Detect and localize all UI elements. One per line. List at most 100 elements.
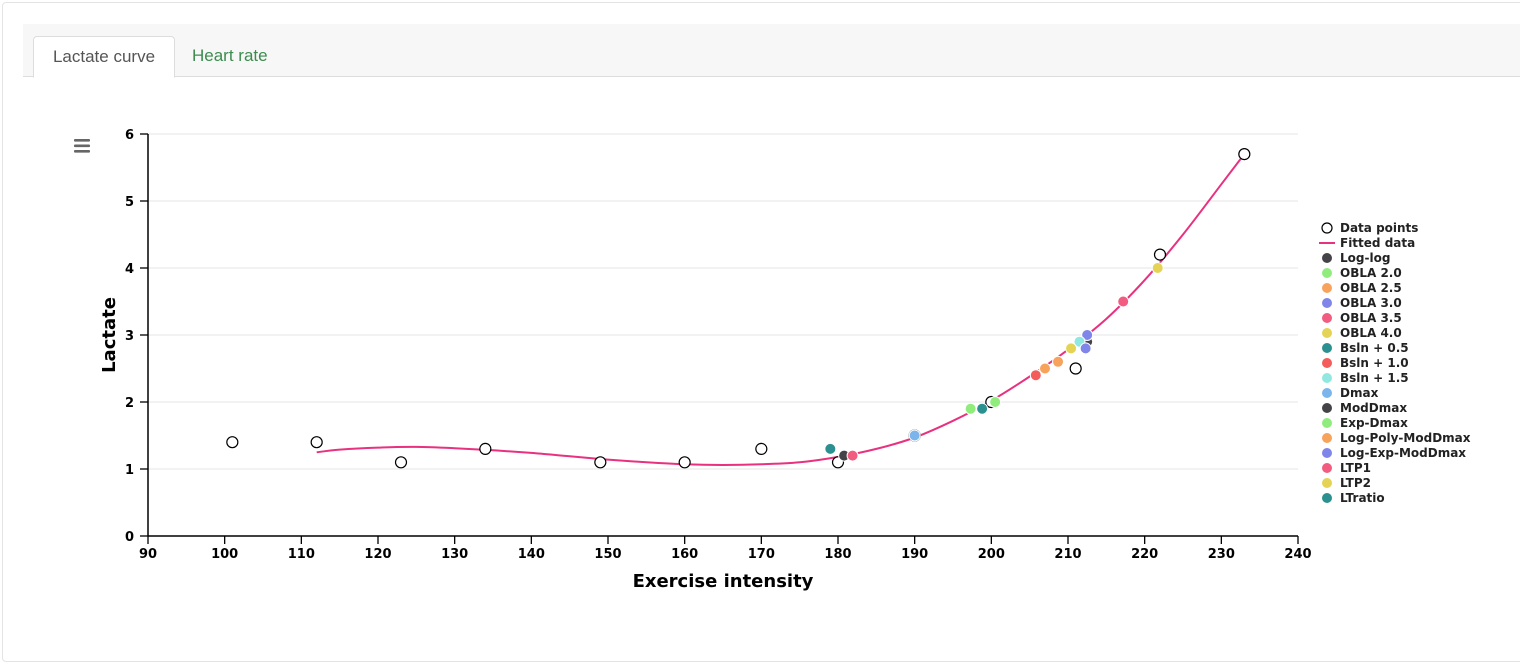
tab-heart-rate[interactable]: Heart rate: [192, 46, 268, 65]
legend-label: Log-log: [1340, 251, 1390, 265]
x-tick-label: 240: [1284, 547, 1311, 562]
x-tick-label: 180: [824, 547, 851, 562]
legend-item[interactable]: Fitted data: [1319, 236, 1415, 250]
legend-item[interactable]: Bsln + 1.5: [1322, 371, 1409, 385]
legend-label: LTP1: [1340, 461, 1371, 475]
threshold-point[interactable]: [976, 402, 989, 415]
legend-symbol: [1322, 343, 1332, 353]
legend-symbol: [1322, 403, 1332, 413]
legend-symbol: [1322, 418, 1332, 428]
legend-symbol: [1322, 493, 1332, 503]
legend-item[interactable]: Exp-Dmax: [1322, 416, 1408, 430]
threshold-point[interactable]: [1039, 362, 1051, 375]
legend-symbol: [1322, 268, 1332, 278]
threshold-point[interactable]: [989, 396, 1002, 408]
y-tick-label: 2: [125, 396, 134, 411]
legend-label: Log-Exp-ModDmax: [1340, 446, 1466, 460]
legend-symbol: [1322, 328, 1332, 338]
legend-symbol: [1322, 478, 1332, 488]
threshold-point[interactable]: [1117, 295, 1130, 308]
threshold-point[interactable]: [1079, 342, 1092, 355]
threshold-point[interactable]: [1029, 369, 1042, 382]
legend-symbol: [1321, 222, 1333, 234]
x-tick-label: 210: [1054, 547, 1081, 562]
legend-label: OBLA 3.0: [1340, 296, 1402, 310]
x-tick-label: 170: [748, 547, 775, 562]
data-point[interactable]: [1238, 148, 1251, 161]
data-point[interactable]: [1153, 248, 1167, 261]
data-point[interactable]: [310, 436, 323, 449]
data-point[interactable]: [394, 456, 408, 469]
legend-label: Data points: [1340, 221, 1418, 235]
legend-item[interactable]: LTP1: [1322, 461, 1371, 475]
legend-item[interactable]: Data points: [1321, 221, 1418, 235]
legend-symbol: [1322, 433, 1332, 443]
data-point[interactable]: [1069, 362, 1082, 375]
tab-lactate-curve[interactable]: Lactate curve: [33, 36, 175, 78]
legend-label: Bsln + 1.0: [1340, 356, 1409, 370]
x-tick-label: 100: [211, 547, 238, 562]
legend-symbol: [1322, 358, 1332, 368]
legend-symbol: [1322, 298, 1332, 308]
data-point[interactable]: [678, 456, 691, 469]
legend-item[interactable]: Bsln + 1.0: [1322, 356, 1409, 370]
legend-item[interactable]: Bsln + 0.5: [1322, 341, 1409, 355]
threshold-point[interactable]: [1065, 342, 1078, 355]
legend-item[interactable]: LTP2: [1322, 476, 1371, 490]
legend-item[interactable]: OBLA 2.5: [1322, 281, 1402, 295]
x-tick-label: 220: [1131, 547, 1158, 562]
x-tick-label: 150: [594, 547, 621, 562]
legend-label: OBLA 3.5: [1340, 311, 1402, 325]
data-point[interactable]: [755, 442, 768, 455]
legend-item[interactable]: LTratio: [1322, 491, 1385, 505]
legend-label: Exp-Dmax: [1340, 416, 1408, 430]
legend-label: Fitted data: [1340, 236, 1415, 250]
legend-label: OBLA 2.5: [1340, 281, 1402, 295]
legend-symbol: [1322, 448, 1332, 458]
legend-label: OBLA 2.0: [1340, 266, 1402, 280]
y-tick-label: 6: [125, 128, 134, 143]
menu-icon[interactable]: [70, 134, 96, 158]
data-point[interactable]: [479, 442, 492, 455]
data-point[interactable]: [594, 456, 607, 469]
legend-item[interactable]: Dmax: [1322, 386, 1379, 400]
legend-symbol: [1322, 313, 1332, 323]
threshold-point[interactable]: [964, 402, 977, 415]
x-tick-label: 190: [901, 547, 928, 562]
legend-symbol: [1322, 463, 1332, 473]
legend-label: Bsln + 1.5: [1340, 371, 1409, 385]
threshold-point[interactable]: [846, 449, 859, 462]
legend-item[interactable]: Log-Exp-ModDmax: [1322, 446, 1466, 460]
legend-item[interactable]: OBLA 3.0: [1322, 296, 1402, 310]
legend-item[interactable]: ModDmax: [1322, 401, 1407, 415]
y-tick-label: 4: [125, 262, 134, 277]
legend-symbol: [1322, 373, 1332, 383]
legend-item[interactable]: OBLA 3.5: [1322, 311, 1402, 325]
y-tick-label: 1: [125, 463, 134, 478]
tab-bar: Lactate curve Heart rate: [23, 24, 1520, 78]
legend-label: OBLA 4.0: [1340, 326, 1402, 340]
legend-label: ModDmax: [1340, 401, 1407, 415]
legend-label: Dmax: [1340, 386, 1379, 400]
threshold-point[interactable]: [824, 442, 837, 455]
data-point[interactable]: [226, 436, 239, 449]
x-tick-label: 140: [518, 547, 545, 562]
threshold-point[interactable]: [908, 429, 921, 442]
legend-item[interactable]: OBLA 4.0: [1322, 326, 1402, 340]
threshold-point[interactable]: [1052, 355, 1065, 368]
threshold-point[interactable]: [1151, 262, 1164, 274]
threshold-point[interactable]: [1081, 329, 1094, 341]
fitted-data-line: [316, 153, 1246, 467]
legend-label: Log-Poly-ModDmax: [1340, 431, 1471, 445]
x-tick-label: 130: [441, 547, 468, 562]
x-tick-label: 160: [671, 547, 698, 562]
legend-label: LTP2: [1340, 476, 1371, 490]
legend-item[interactable]: OBLA 2.0: [1322, 266, 1402, 280]
y-axis-title: Lactate: [99, 297, 120, 373]
y-tick-label: 0: [125, 530, 134, 545]
legend-item[interactable]: Log-log: [1322, 251, 1390, 265]
legend-item[interactable]: Log-Poly-ModDmax: [1322, 431, 1471, 445]
legend-symbol: [1322, 283, 1332, 293]
y-tick-label: 5: [125, 195, 134, 210]
